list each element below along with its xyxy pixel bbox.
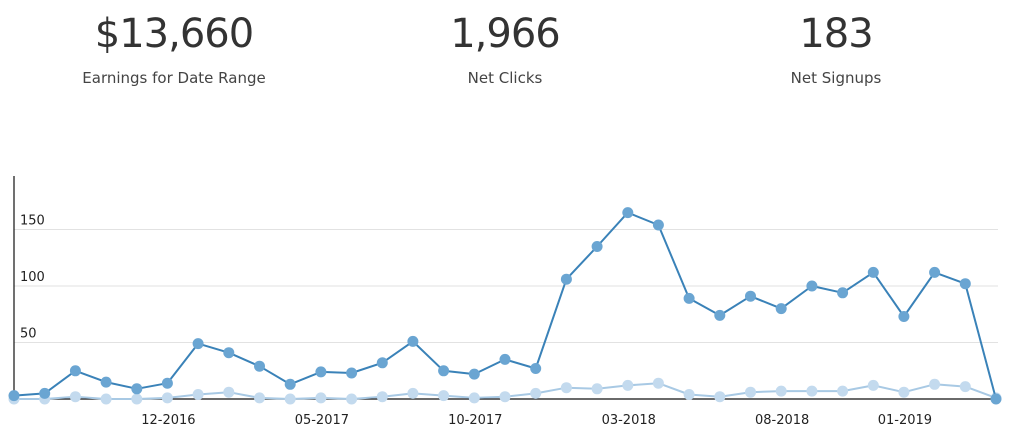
data-point	[284, 393, 296, 405]
data-point	[39, 387, 51, 399]
data-point	[745, 290, 756, 302]
x-tick-label: 10-2017	[448, 413, 502, 428]
data-point	[376, 357, 388, 369]
data-point	[69, 391, 81, 403]
data-point	[315, 366, 327, 378]
earnings-value: $13,660	[94, 11, 254, 57]
data-point	[714, 309, 726, 321]
signups-stat: 183 Net Signups	[686, 10, 986, 88]
data-point	[407, 335, 419, 347]
data-point	[775, 385, 787, 397]
data-point	[468, 368, 480, 380]
data-point	[867, 266, 879, 278]
data-point	[131, 383, 143, 395]
series-line	[13, 211, 997, 400]
data-point	[652, 377, 664, 389]
x-tick-label: 12-2016	[141, 413, 195, 428]
chart-gridlines	[14, 229, 998, 343]
x-tick-label: 08-2018	[755, 413, 809, 428]
data-point	[806, 280, 818, 292]
data-point	[837, 385, 849, 397]
data-point	[867, 379, 879, 391]
y-tick-label: 100	[20, 270, 45, 285]
data-point	[254, 392, 265, 404]
data-point	[775, 303, 787, 315]
data-point	[69, 365, 81, 377]
data-point	[284, 378, 296, 390]
data-point	[223, 386, 235, 398]
y-axis-ticks: 50 100 150	[20, 214, 45, 342]
data-point	[652, 219, 664, 231]
signups-label: Net Signups	[790, 69, 882, 87]
earnings-label: Earnings for Date Range	[82, 69, 266, 87]
data-point	[346, 393, 358, 405]
data-point	[499, 353, 511, 365]
data-point	[438, 365, 450, 377]
data-point	[929, 266, 941, 278]
clicks-value: 1,966	[450, 11, 561, 57]
series-secondary	[8, 377, 1002, 405]
data-point	[376, 391, 388, 403]
data-point	[560, 382, 572, 394]
data-point	[499, 391, 511, 403]
data-point	[161, 377, 173, 389]
data-point	[346, 367, 358, 379]
data-point	[806, 385, 818, 397]
data-point	[898, 386, 910, 398]
data-point	[8, 390, 20, 402]
data-point	[622, 379, 634, 391]
data-point	[192, 389, 204, 400]
data-point	[100, 393, 112, 405]
data-point	[223, 347, 235, 359]
data-point	[683, 389, 695, 400]
data-point	[560, 273, 572, 285]
data-point	[837, 287, 849, 299]
data-point	[530, 387, 542, 399]
earnings-stat: $13,660 Earnings for Date Range	[24, 10, 324, 88]
y-tick-label: 150	[20, 214, 45, 229]
data-point	[898, 311, 910, 322]
data-point	[714, 391, 726, 403]
data-point	[100, 376, 112, 388]
series-earnings	[8, 207, 1002, 405]
data-point	[131, 393, 143, 405]
data-point	[407, 387, 419, 399]
y-tick-label: 50	[20, 327, 37, 342]
data-point	[622, 207, 634, 219]
data-point	[683, 292, 695, 304]
data-point	[990, 393, 1002, 405]
data-point	[254, 360, 265, 372]
data-point	[315, 392, 327, 404]
data-point	[745, 386, 756, 398]
data-point	[929, 378, 941, 390]
stats-summary: $13,660 Earnings for Date Range 1,966 Ne…	[0, 0, 1010, 110]
data-point	[591, 383, 603, 395]
data-point	[468, 392, 480, 404]
x-axis-ticks: 12-2016 05-2017 10-2017 03-2018 08-2018 01-20…	[141, 413, 932, 428]
x-tick-label: 03-2018	[602, 413, 656, 428]
data-point	[530, 363, 542, 374]
data-point	[161, 392, 173, 404]
chart-series	[8, 207, 1002, 405]
data-point	[959, 278, 971, 290]
data-point	[959, 381, 971, 393]
clicks-label: Net Clicks	[467, 69, 543, 87]
signups-value: 183	[799, 11, 873, 57]
clicks-stat: 1,966 Net Clicks	[355, 10, 655, 88]
data-point	[591, 241, 603, 252]
x-tick-label: 01-2019	[878, 413, 932, 428]
data-point	[192, 338, 204, 350]
data-point	[438, 390, 450, 402]
x-tick-label: 05-2017	[295, 413, 349, 428]
